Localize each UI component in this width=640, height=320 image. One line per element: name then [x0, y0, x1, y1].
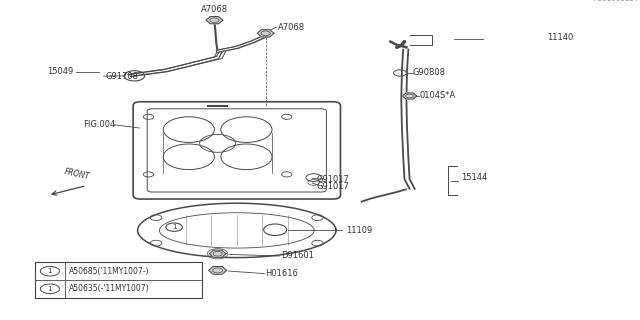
Polygon shape — [209, 267, 227, 274]
Text: G91017: G91017 — [317, 182, 349, 191]
Polygon shape — [403, 93, 417, 99]
Text: 11140: 11140 — [547, 33, 573, 42]
Text: A031001124: A031001124 — [594, 0, 639, 2]
Text: G91708: G91708 — [106, 72, 139, 81]
Polygon shape — [209, 250, 226, 257]
Polygon shape — [257, 30, 274, 37]
Text: FRONT: FRONT — [63, 168, 90, 182]
Text: G90808: G90808 — [413, 68, 446, 77]
Text: H01616: H01616 — [266, 269, 298, 278]
Text: G91017: G91017 — [317, 175, 349, 184]
Text: 0104S*A: 0104S*A — [419, 92, 456, 100]
Text: 11109: 11109 — [346, 226, 372, 235]
Text: 15144: 15144 — [461, 173, 487, 182]
Text: A50635(-'11MY1007): A50635(-'11MY1007) — [68, 284, 149, 293]
Text: 1: 1 — [172, 224, 177, 230]
Text: 1: 1 — [47, 286, 52, 292]
Bar — [35, 262, 202, 298]
Text: FIG.004: FIG.004 — [83, 120, 115, 129]
Polygon shape — [206, 17, 223, 24]
Text: 15049: 15049 — [47, 68, 74, 76]
Text: A7068: A7068 — [278, 23, 305, 32]
Text: D91601: D91601 — [282, 252, 314, 260]
Text: A7068: A7068 — [201, 5, 228, 14]
Text: A50685('11MY1007-): A50685('11MY1007-) — [68, 267, 149, 276]
Text: 1: 1 — [47, 268, 52, 274]
